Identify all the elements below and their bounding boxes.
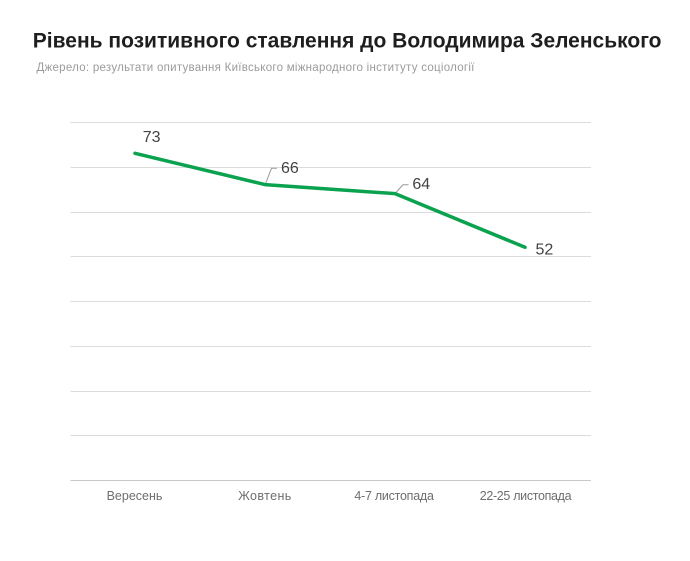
svg-text:22-25 листопада: 22-25 листопада — [480, 489, 572, 503]
svg-text:52: 52 — [536, 241, 554, 258]
svg-text:4-7 листопада: 4-7 листопада — [354, 489, 434, 503]
svg-text:64: 64 — [412, 176, 430, 193]
svg-text:Джерело: результати опитування: Джерело: результати опитування Київськог… — [37, 62, 476, 74]
svg-text:Вересень: Вересень — [107, 489, 163, 503]
svg-text:73: 73 — [143, 129, 161, 146]
svg-text:Рівень позитивного ставлення д: Рівень позитивного ставлення до Володими… — [33, 30, 662, 53]
svg-text:66: 66 — [281, 160, 299, 177]
svg-text:Жовтень: Жовтень — [238, 489, 291, 503]
